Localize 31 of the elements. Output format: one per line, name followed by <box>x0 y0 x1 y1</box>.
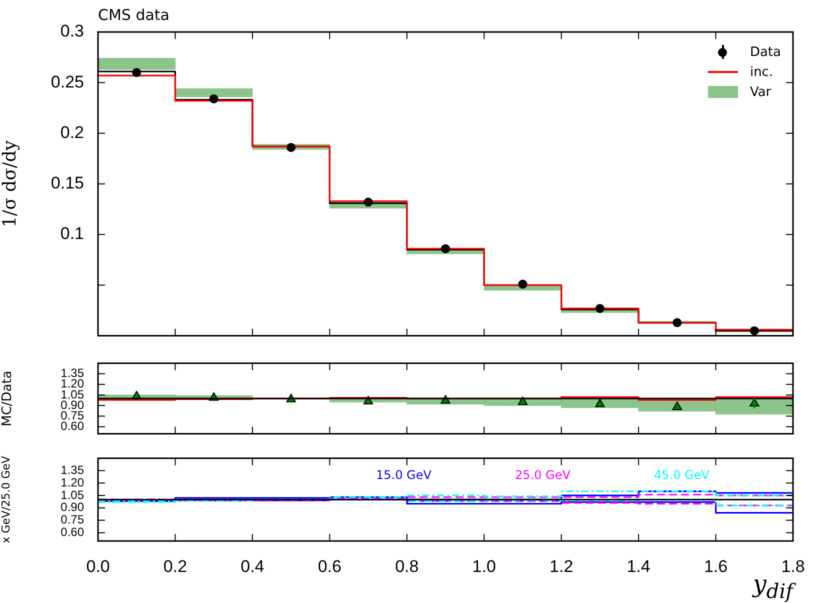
x-tick-label: 1.0 <box>472 556 496 576</box>
series-label: 45.0 GeV <box>654 468 710 482</box>
y-tick-label: 1.20 <box>60 475 84 490</box>
y-tick-label: 1.35 <box>60 462 84 477</box>
x-tick-label: 1.8 <box>781 556 805 576</box>
legend-label: inc. <box>750 64 774 80</box>
x-tick-label: 1.6 <box>704 556 728 576</box>
x-tick-label: 0.0 <box>86 556 110 576</box>
x-tick-label: 1.2 <box>550 556 574 576</box>
y-tick-label: 0.15 <box>50 174 84 193</box>
y-tick-label: 0.90 <box>60 500 84 514</box>
series-label: 15.0 GeV <box>376 468 432 482</box>
x-tick-label: 0.8 <box>395 556 419 576</box>
y-tick-label: 1.05 <box>60 488 84 502</box>
chart-title: CMS data <box>98 6 170 24</box>
y-tick-label: 0.3 <box>60 22 84 41</box>
y-axis-title: x GeV/25.0 GeV <box>0 455 12 544</box>
y-axis-title: MC/Data <box>0 370 16 426</box>
y-tick-label: 0.60 <box>60 525 84 540</box>
series-label: 25.0 GeV <box>515 468 570 482</box>
y-tick-label: 0.2 <box>60 122 84 142</box>
legend-label: Data <box>750 44 781 60</box>
legend-label: Var <box>750 84 772 100</box>
x-tick-label: 0.2 <box>163 556 188 576</box>
y-axis-title: 1/σ dσ/dy <box>0 140 20 228</box>
x-tick-label: 1.4 <box>626 556 650 576</box>
y-tick-label: 0.1 <box>60 224 84 244</box>
y-tick-label: 0.75 <box>60 512 84 527</box>
y-tick-label: 0.25 <box>50 72 84 92</box>
x-tick-label: 0.6 <box>318 556 342 576</box>
x-tick-label: 0.4 <box>240 556 264 576</box>
